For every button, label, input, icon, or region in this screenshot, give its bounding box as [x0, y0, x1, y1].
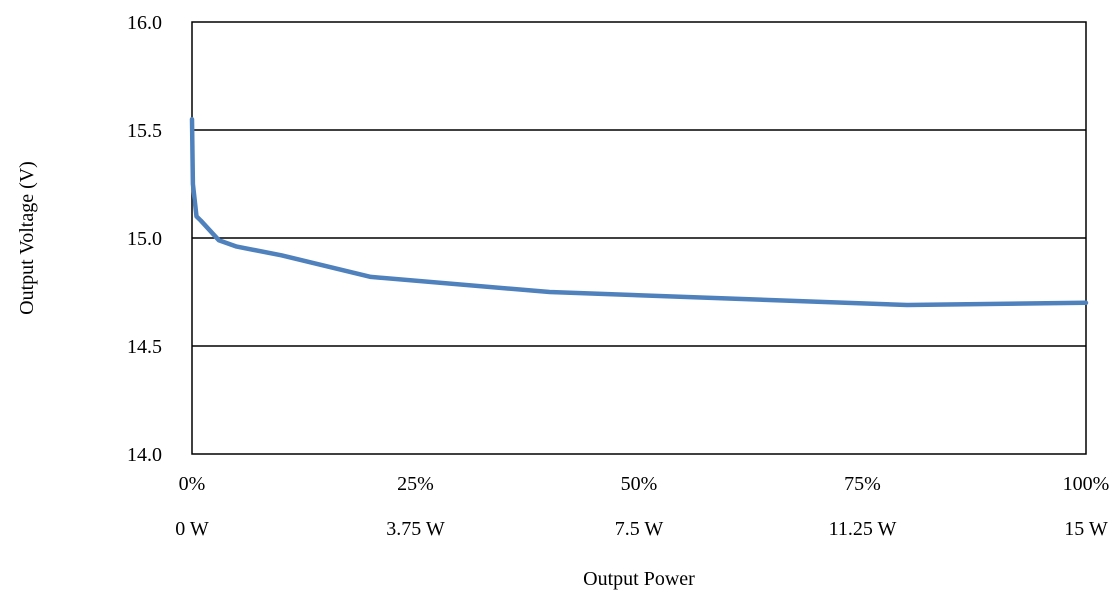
x-tick-label-watt: 11.25 W [829, 518, 897, 540]
y-axis-title: Output Voltage (V) [16, 161, 38, 315]
x-tick-label-percent: 25% [397, 473, 434, 495]
x-axis-title: Output Power [583, 568, 695, 590]
x-axis-watt-tick-labels: 0 W 3.75 W 7.5 W 11.25 W 15 W [175, 518, 1108, 540]
y-tick-label: 16.0 [127, 12, 162, 34]
plot-area [191, 21, 1087, 455]
grid-lines [192, 129, 1086, 347]
x-tick-label-percent: 75% [844, 473, 881, 495]
x-tick-label-percent: 100% [1063, 473, 1110, 495]
series-line [189, 116, 1089, 308]
x-tick-label-watt: 7.5 W [615, 518, 664, 540]
y-axis-tick-labels: 14.0 14.5 15.0 15.5 16.0 [127, 12, 162, 466]
x-tick-label-watt: 0 W [175, 518, 209, 540]
y-tick-label: 15.0 [127, 228, 162, 250]
x-tick-label-percent: 50% [621, 473, 658, 495]
series-layer [189, 116, 1089, 308]
y-tick-label: 14.0 [127, 444, 162, 466]
x-axis-percent-tick-labels: 0% 25% 50% 75% 100% [179, 473, 1110, 495]
y-tick-label: 14.5 [127, 336, 162, 358]
x-tick-label-watt: 15 W [1064, 518, 1108, 540]
x-tick-label-percent: 0% [179, 473, 206, 495]
y-tick-label: 15.5 [127, 120, 162, 142]
x-tick-label-watt: 3.75 W [386, 518, 445, 540]
